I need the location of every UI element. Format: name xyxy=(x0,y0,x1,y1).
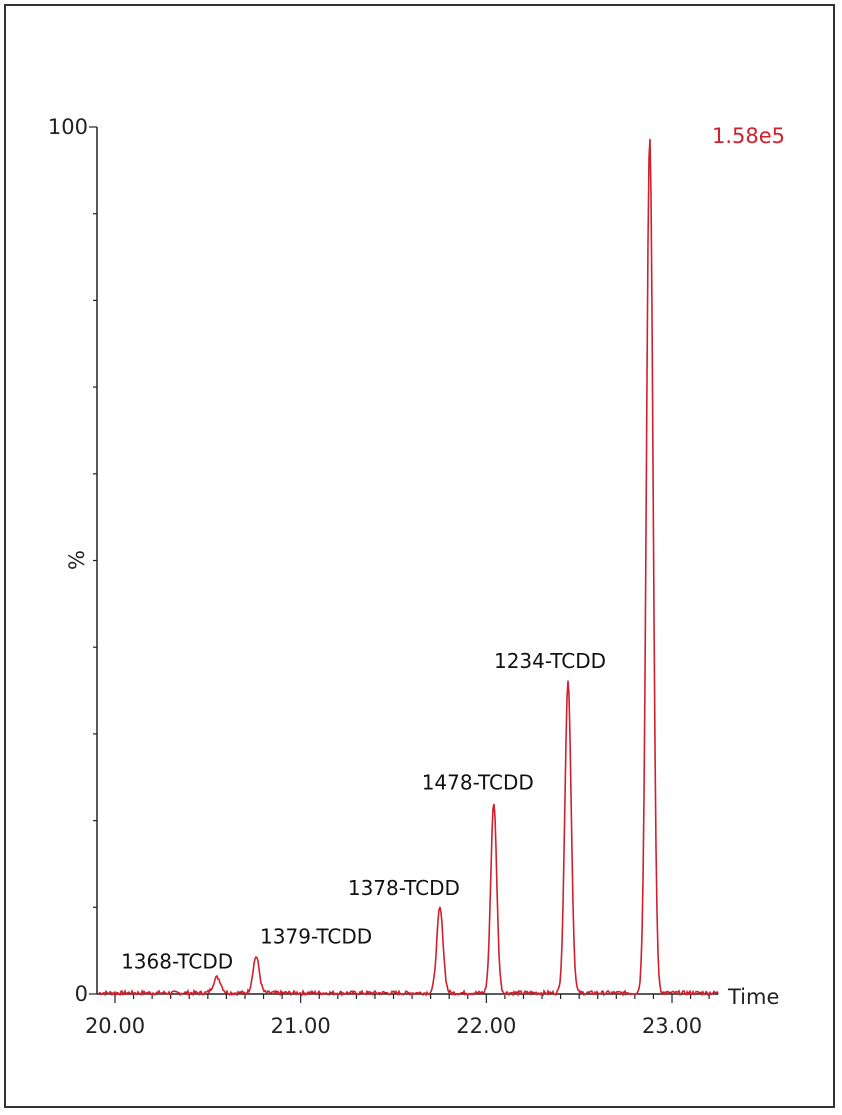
y-tick-label-100: 100 xyxy=(48,115,88,139)
peak-labels: 1368-TCDD 1379-TCDD 1378-TCDD 1478-TCDD 1234… xyxy=(121,649,606,974)
peak-label: 1234-TCDD xyxy=(494,649,606,673)
x-axis-label: Time xyxy=(727,985,779,1009)
x-axis xyxy=(97,993,719,1003)
intensity-scale-label: 1.58e5 xyxy=(712,124,785,148)
y-axis-label: % xyxy=(65,550,89,570)
x-tick-label: 22.00 xyxy=(456,1014,516,1038)
x-tick-label: 21.00 xyxy=(271,1014,331,1038)
peak-label: 1478-TCDD xyxy=(422,770,534,794)
peak-label: 1379-TCDD xyxy=(260,925,372,949)
x-tick-label: 20.00 xyxy=(85,1014,145,1038)
peak-label: 1368-TCDD xyxy=(121,949,233,973)
y-tick-label-0: 0 xyxy=(75,982,88,1006)
x-tick-label: 23.00 xyxy=(642,1014,702,1038)
y-axis xyxy=(89,126,98,995)
peak-label: 1378-TCDD xyxy=(348,876,460,900)
x-tick-labels: 20.00 21.00 22.00 23.00 xyxy=(85,1014,702,1038)
chromatogram-trace xyxy=(98,138,719,997)
chart-frame xyxy=(4,4,835,1108)
